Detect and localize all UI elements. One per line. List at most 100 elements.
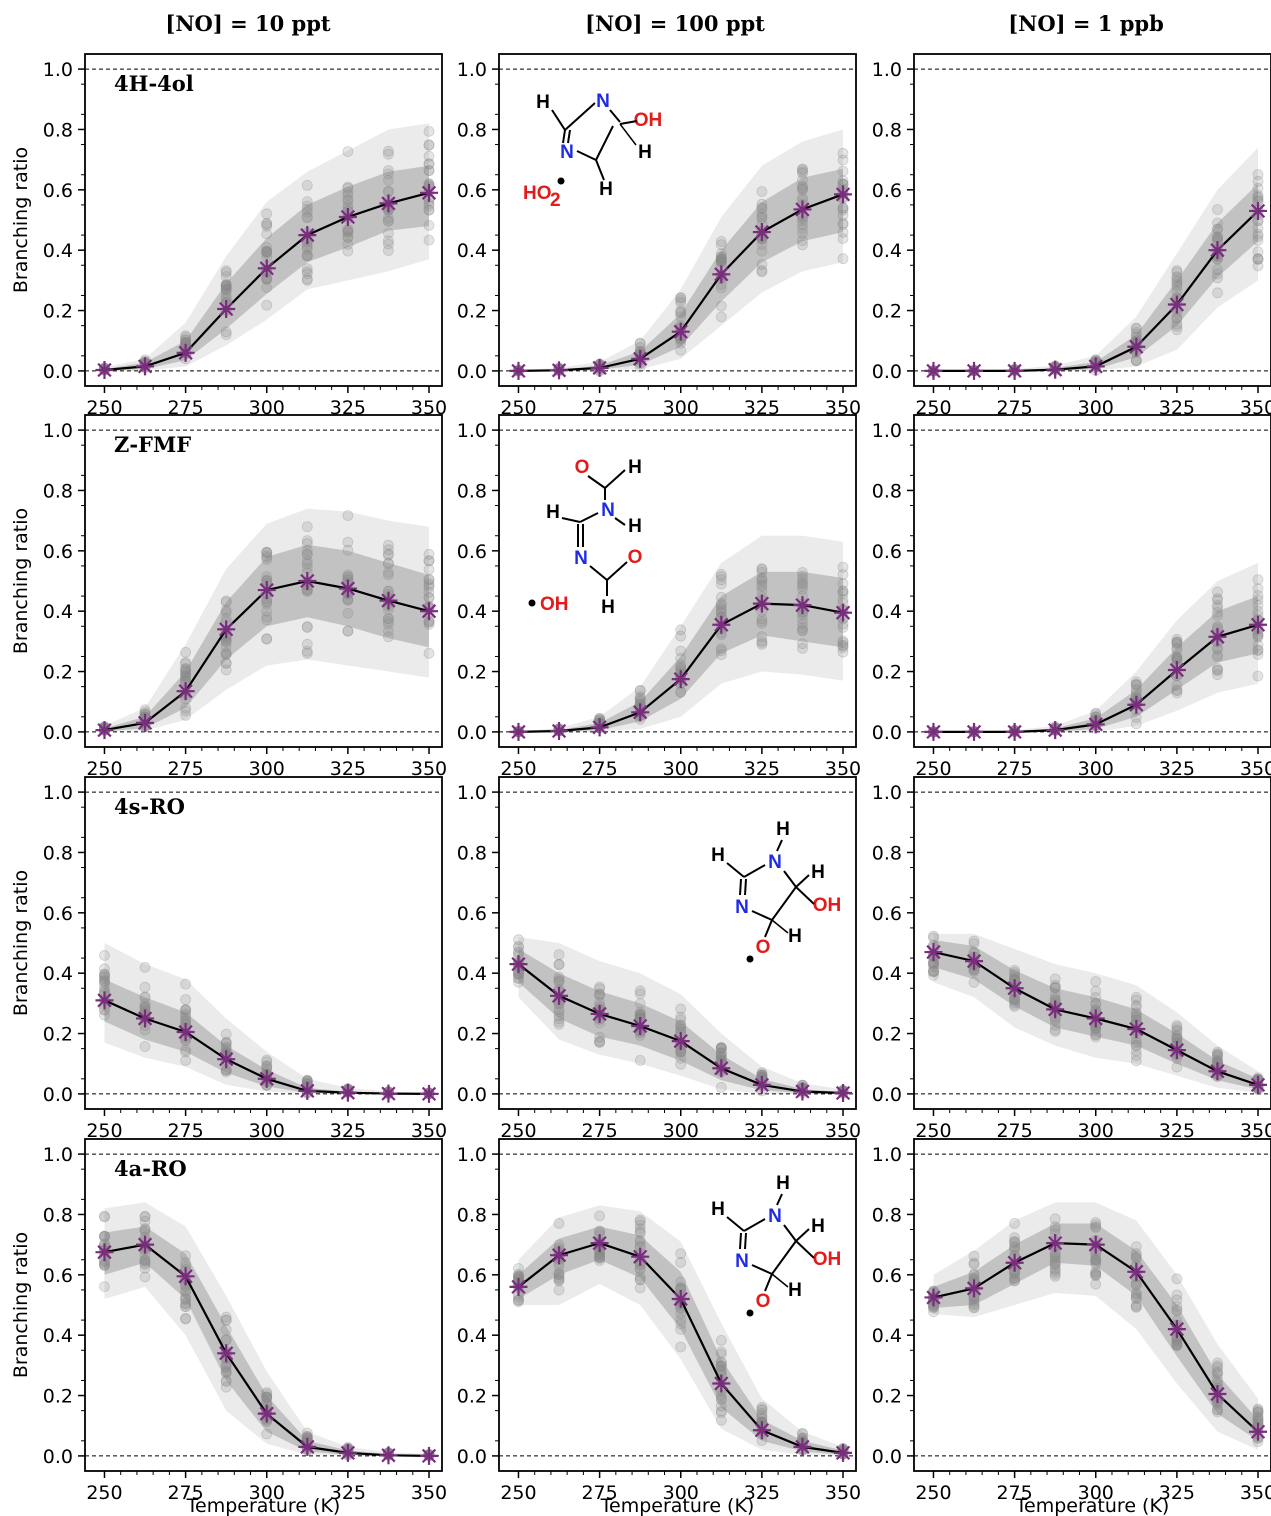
median-star-marker [712, 1374, 731, 1393]
inner-uncertainty-band [518, 1226, 843, 1455]
sample-point [301, 538, 313, 549]
sample-point [634, 1226, 646, 1238]
star-stroke [673, 1033, 688, 1049]
sample-point [1090, 1221, 1102, 1233]
bond [771, 1240, 797, 1275]
sample-point [756, 618, 768, 629]
bond [776, 1193, 783, 1206]
sample-point [180, 1297, 192, 1309]
sample-point [1171, 279, 1183, 290]
x-tick-label: 275 [167, 1482, 203, 1504]
sample-point [1090, 1266, 1102, 1278]
sample-point [715, 1393, 727, 1405]
median-star-marker [298, 226, 317, 245]
star-stroke [1048, 722, 1063, 738]
sample-point [715, 1335, 727, 1346]
sample-point [968, 1259, 980, 1270]
sample-point [261, 1388, 273, 1400]
median-star-marker [379, 194, 398, 213]
star-stroke [926, 944, 941, 960]
sample-point [634, 1274, 646, 1286]
sample-point [1049, 982, 1061, 993]
sample-point [1009, 1236, 1020, 1248]
sample-point [1130, 1040, 1142, 1052]
median-star-marker [1167, 1320, 1186, 1339]
sample-point [634, 1219, 646, 1231]
panel-r1-c3: 0.0 0.2 0.4 0.6 0.8 1.0 250 275 300 325 350 [872, 53, 1271, 419]
sample-point [261, 1428, 273, 1440]
sample-point [513, 976, 524, 988]
sample-point [715, 645, 727, 657]
sample-point [220, 326, 232, 338]
sample-point [553, 1267, 565, 1279]
median-star-marker [136, 713, 155, 732]
sample-point [423, 548, 435, 560]
y-tick-label: 0.0 [43, 1446, 73, 1468]
sample-point [423, 158, 435, 170]
y-tick-label: 0.0 [43, 1084, 73, 1106]
sample-point [715, 1348, 727, 1360]
sample-point [220, 1361, 232, 1373]
sample-point [634, 337, 646, 349]
sample-point [1130, 1292, 1142, 1304]
sample-point [261, 1391, 273, 1403]
star-stroke [1210, 1064, 1225, 1079]
sample-point [1090, 1258, 1102, 1270]
star-stroke [795, 1084, 810, 1099]
sample-point [594, 1252, 605, 1264]
panel-r3-c1: 0.0 0.2 0.4 0.6 0.8 1.0 250 275 300 325 350 Branchi… [10, 776, 447, 1142]
panel-species-label: 4H-4ol [114, 71, 194, 96]
y-tick-label: 0.4 [43, 240, 73, 262]
sample-point [756, 211, 768, 223]
sample-point [139, 1211, 151, 1223]
sample-point [837, 585, 849, 597]
sample-point [837, 637, 849, 649]
sample-point [1009, 1237, 1020, 1249]
sample-point [715, 643, 727, 655]
bond [751, 1264, 773, 1275]
median-star-marker [965, 361, 984, 380]
sample-point [382, 613, 394, 624]
y-axis-label: Branching ratio [10, 508, 32, 654]
star-stroke [511, 363, 526, 379]
sample-point [756, 637, 768, 648]
median-star-marker [752, 223, 771, 242]
sample-point [675, 1020, 687, 1031]
sample-point [675, 1308, 687, 1319]
atom-h: H [536, 92, 550, 113]
sample-point [261, 281, 273, 293]
sample-point [342, 181, 354, 193]
sample-point [261, 217, 273, 229]
sample-point [837, 233, 849, 245]
sample-point [837, 640, 849, 651]
sample-point [139, 1257, 151, 1269]
y-tick-label: 0.2 [43, 662, 73, 684]
sample-point [756, 1412, 768, 1423]
x-tick-label: 250 [500, 1120, 536, 1142]
sample-point [180, 1004, 192, 1015]
sample-point [797, 624, 808, 636]
y-tick-label: 0.6 [43, 1265, 73, 1287]
star-stroke [1250, 1424, 1266, 1439]
sample-point [99, 978, 110, 990]
sample-point [1212, 610, 1223, 621]
median-star-marker [176, 343, 195, 362]
sample-point [1130, 1001, 1142, 1013]
panel-frame [84, 776, 443, 1110]
sample-point [1212, 665, 1223, 676]
star-stroke [633, 705, 648, 720]
sample-point [1212, 1046, 1223, 1058]
column-title-3: [NO] = 1 ppb [1008, 11, 1164, 36]
star-stroke [340, 1085, 356, 1100]
sample-point [715, 1357, 727, 1368]
sample-point [1049, 979, 1061, 991]
radical-dot [557, 177, 565, 185]
sample-point [1171, 318, 1183, 330]
star-stroke [966, 724, 982, 740]
sample-point [634, 1227, 646, 1239]
median-star-marker [1086, 1009, 1105, 1028]
bond [783, 870, 797, 888]
sample-point [797, 638, 808, 650]
star-stroke [1210, 1386, 1225, 1402]
